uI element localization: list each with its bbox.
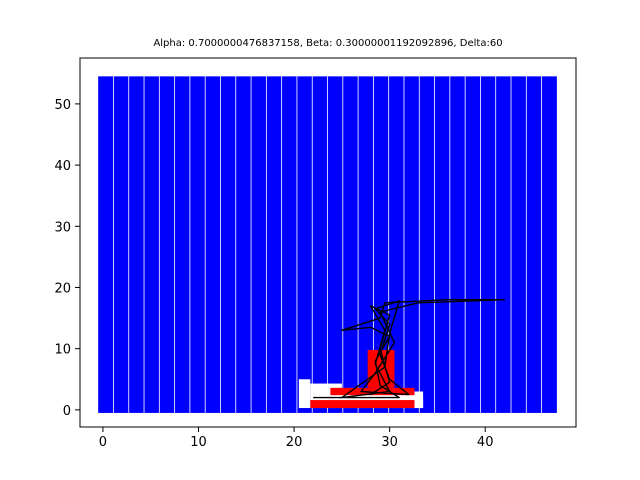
grid-column — [189, 76, 206, 413]
grid-column — [220, 76, 236, 413]
plot-frame — [79, 57, 577, 428]
grid-column — [434, 76, 450, 413]
y-tick-label: 40 — [54, 159, 71, 174]
grid-column — [327, 76, 343, 413]
y-tick-label: 50 — [54, 98, 71, 113]
grid-column — [235, 76, 252, 413]
x-tick-label: 20 — [286, 435, 303, 450]
x-tick-label: 10 — [190, 435, 207, 450]
grid-column — [403, 76, 420, 413]
grid-column — [419, 76, 435, 413]
x-tick-label: 30 — [381, 435, 398, 450]
grid-column — [465, 76, 481, 413]
grid-column — [526, 76, 542, 413]
grid-column — [373, 76, 389, 413]
grid-column — [495, 76, 512, 413]
grid-column — [251, 76, 267, 413]
free-cell — [298, 379, 311, 409]
grid-column — [541, 76, 557, 413]
x-tick-label: 0 — [99, 435, 107, 450]
grid-column — [511, 76, 527, 413]
grid-column — [281, 76, 297, 413]
visited-cell — [310, 400, 415, 409]
grid-column — [98, 76, 114, 413]
grid-column — [388, 76, 404, 413]
grid-column — [480, 76, 496, 413]
chart-title: Alpha: 0.7000000476837158, Beta: 0.30000… — [153, 38, 503, 49]
grid-column — [296, 76, 313, 413]
grid-column — [266, 76, 282, 413]
grid-column — [205, 76, 221, 413]
x-tick-label: 40 — [477, 435, 494, 450]
grid-column — [113, 76, 129, 413]
y-tick-label: 10 — [54, 343, 71, 358]
grid-column — [312, 76, 328, 413]
grid-column — [159, 76, 175, 413]
grid-column — [144, 76, 160, 413]
y-tick-label: 30 — [54, 220, 71, 235]
y-tick-label: 20 — [54, 281, 71, 296]
trajectory-path — [313, 299, 505, 399]
grid-column — [174, 76, 190, 413]
grid-column — [128, 76, 145, 413]
grid-column — [449, 76, 466, 413]
visited-cell — [330, 387, 415, 396]
free-cell — [408, 397, 424, 409]
y-tick-label: 0 — [63, 404, 71, 419]
grid-column — [342, 76, 359, 413]
